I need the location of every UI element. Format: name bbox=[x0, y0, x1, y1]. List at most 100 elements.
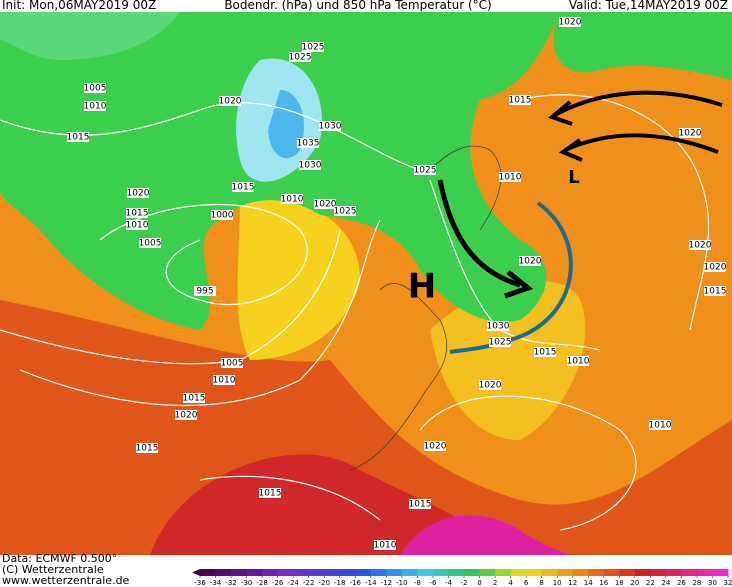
colorbar-segment bbox=[510, 569, 527, 576]
isobar-label: 1025 bbox=[414, 166, 437, 176]
isobar-label: 1010 bbox=[374, 541, 397, 551]
colorbar-tick-label: -16 bbox=[350, 579, 362, 587]
isobar-label: 1015 bbox=[67, 133, 90, 143]
colorbar-segment bbox=[277, 569, 294, 576]
coastlines bbox=[349, 145, 502, 471]
isobar-label-bg bbox=[297, 138, 319, 148]
init-time: Init: Mon,06MAY2019 00Z bbox=[2, 0, 156, 12]
colorbar-tick-label: 22 bbox=[646, 579, 655, 587]
isobar-label-bg bbox=[534, 347, 556, 357]
isobar-label-bg bbox=[489, 337, 511, 347]
colorbar-tick-label: 26 bbox=[677, 579, 686, 587]
isobar-label-bg bbox=[499, 172, 521, 182]
isobar-label-bg bbox=[183, 393, 205, 403]
colorbar-tick-label: -36 bbox=[194, 579, 206, 587]
isobar-label: 1025 bbox=[289, 53, 312, 63]
colorbar-tick-label: 2 bbox=[493, 579, 497, 587]
colorbar-tick-label: -22 bbox=[303, 579, 314, 587]
colorbar-segment bbox=[619, 569, 636, 576]
isobar-label: 1015 bbox=[704, 287, 727, 297]
isobar-label: 1015 bbox=[259, 489, 282, 499]
colorbar-segment bbox=[417, 569, 434, 576]
colorbar-segment bbox=[262, 569, 279, 576]
isobar-label-bg bbox=[704, 262, 726, 272]
isobar-label-bg bbox=[84, 101, 106, 111]
isobar-label-bg bbox=[424, 441, 446, 451]
isobar-label-bg bbox=[259, 488, 281, 498]
isobar-label-bg bbox=[127, 188, 149, 198]
isobar-label: 1015 bbox=[534, 348, 557, 358]
isobar-label: 1015 bbox=[126, 209, 149, 219]
colorbar-segment bbox=[572, 569, 589, 576]
isobar-label: 1015 bbox=[409, 500, 432, 510]
isobar-lines bbox=[0, 94, 710, 531]
website: www.wetterzentrale.de bbox=[2, 574, 130, 587]
isobar-label: 1005 bbox=[139, 239, 162, 249]
isobar-label-bg bbox=[67, 132, 89, 142]
isobar-label: 1025 bbox=[334, 207, 357, 217]
isobar-label: 1020 bbox=[679, 129, 702, 139]
isobar-label-bg bbox=[679, 128, 701, 138]
colorbar-tick-label: -24 bbox=[287, 579, 299, 587]
isobar-label-bg bbox=[314, 199, 336, 209]
data-source: Data: ECMWF 0.500° bbox=[2, 552, 117, 565]
colorbar-segment bbox=[293, 569, 310, 576]
isobar-label: 1025 bbox=[302, 43, 325, 53]
colorbar-segment bbox=[603, 569, 620, 576]
colorbar-segment bbox=[479, 569, 496, 576]
colorbar-tick-label: 20 bbox=[630, 579, 639, 587]
colorbar-tick-label: 0 bbox=[477, 579, 481, 587]
colorbar-tick-label: 16 bbox=[599, 579, 608, 587]
isobar-label-bg bbox=[139, 238, 161, 248]
isobar-label: 1010 bbox=[281, 195, 304, 205]
colorbar-tick-label: 14 bbox=[584, 579, 593, 587]
valid-time: Valid: Tue,14MAY2019 00Z bbox=[569, 0, 728, 12]
isobar-label-bg bbox=[704, 286, 726, 296]
colorbar-tick-label: -20 bbox=[319, 579, 330, 587]
colorbar-tick-label: 10 bbox=[553, 579, 562, 587]
isobar-label-bg bbox=[289, 52, 311, 62]
colorbar-tick-label: -28 bbox=[256, 579, 267, 587]
isobar-label: 1000 bbox=[211, 211, 234, 221]
colorbar-segment bbox=[370, 569, 387, 576]
colorbar-segment bbox=[324, 569, 341, 576]
isobar-label: 1005 bbox=[221, 359, 244, 369]
colorbar-tick-label: -26 bbox=[272, 579, 284, 587]
isobar-label-bg bbox=[281, 194, 303, 204]
colorbar-tick-label: -30 bbox=[241, 579, 252, 587]
isobar-label: 1030 bbox=[299, 161, 322, 171]
isobar-label-bg bbox=[219, 96, 241, 106]
isobar-label: 1030 bbox=[319, 122, 342, 132]
isobar-label: 1035 bbox=[297, 139, 320, 149]
isobar-label: 1015 bbox=[232, 183, 255, 193]
isobar-label-bg bbox=[689, 240, 711, 250]
isobar-label-bg bbox=[479, 380, 501, 390]
isobar-label-bg bbox=[84, 83, 106, 93]
isobar-label: 1010 bbox=[649, 421, 672, 431]
isobar-label-bg bbox=[213, 375, 235, 385]
colorbar-segment bbox=[339, 569, 356, 576]
colorbar-segment bbox=[355, 569, 372, 576]
isobar-label: 1020 bbox=[519, 257, 542, 267]
colorbar-segment bbox=[712, 569, 729, 576]
isobar-label-bg bbox=[175, 410, 197, 420]
isobar-label-bg bbox=[221, 358, 243, 368]
isobar-label-bg bbox=[299, 160, 321, 170]
isobar-label-bg bbox=[409, 499, 431, 509]
isobar-label-bg bbox=[232, 182, 254, 192]
colorbar-segment bbox=[526, 569, 543, 576]
colorbar-tick-label: -2 bbox=[461, 579, 468, 587]
colorbar-tick-label: -14 bbox=[365, 579, 377, 587]
low-pressure-label: L bbox=[568, 167, 579, 188]
colorbar-segment bbox=[448, 569, 465, 576]
colorbar-tick-label: 32 bbox=[724, 579, 732, 587]
colorbar-segment bbox=[432, 569, 449, 576]
isobar-label: 1025 bbox=[489, 338, 512, 348]
isobar-label: 1020 bbox=[689, 241, 712, 251]
isobar-label: 1010 bbox=[567, 357, 590, 367]
isobar-label-bg bbox=[649, 420, 671, 430]
colorbar-segment bbox=[634, 569, 651, 576]
isobar-label: 1015 bbox=[183, 394, 206, 404]
